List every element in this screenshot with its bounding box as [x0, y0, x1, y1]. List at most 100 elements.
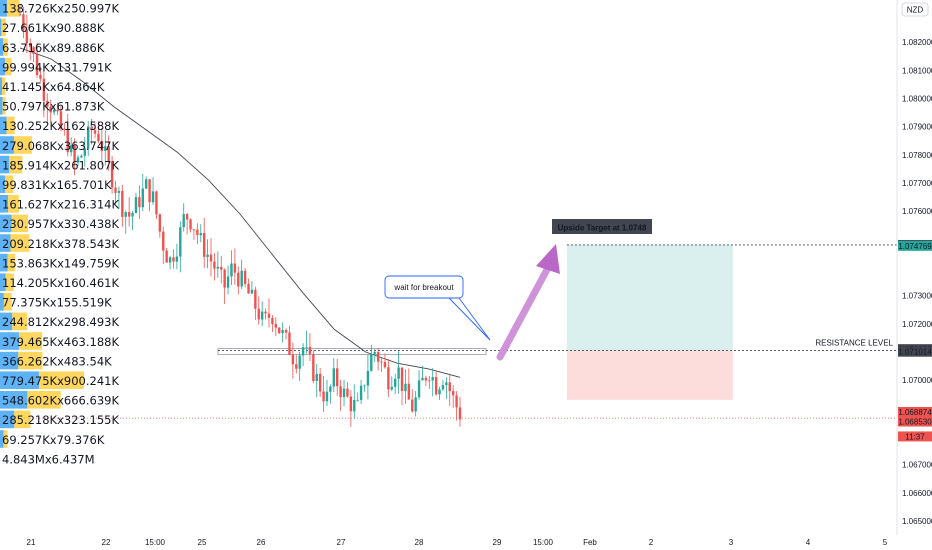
currency-label: NZD: [907, 6, 924, 15]
candle: [73, 138, 76, 176]
stop-zone[interactable]: [566, 350, 733, 400]
candle-body: [318, 373, 322, 392]
volume-profile-label: 366.262Kx483.54K: [2, 354, 112, 368]
candle: [56, 102, 59, 116]
candle: [359, 379, 363, 405]
price-badge-text: 1.068874: [898, 408, 932, 417]
volume-buy-bar: [0, 38, 4, 56]
candle-body: [59, 111, 63, 129]
candle-body: [274, 323, 278, 328]
candle: [114, 180, 117, 205]
volume-sell-bar: [3, 430, 8, 448]
callout-pointer: [448, 297, 491, 341]
price-axis[interactable]: NZD 1.082000 1.081000 1.080000 1.079000 1.078…: [896, 0, 932, 535]
candle-body: [387, 367, 390, 390]
currency-badge[interactable]: [901, 2, 929, 17]
annotations[interactable]: wait for breakout Upside Target at 1.0748: [384, 219, 652, 361]
candle-body: [172, 257, 175, 262]
volume-buy-bar: [0, 371, 39, 389]
position-tool[interactable]: [566, 244, 733, 400]
time-tick-label: 29: [493, 538, 502, 547]
candle-body: [117, 190, 121, 193]
candle: [298, 351, 301, 382]
candle: [175, 243, 179, 270]
candle-body: [230, 263, 233, 277]
time-axis[interactable]: 21 22 15:00 25 26 27 28 29 15:00 Feb 2 3 4 5: [27, 538, 888, 547]
volume-profile-row: 153.863Kx149.759K: [0, 253, 119, 272]
candle-body: [339, 386, 342, 398]
volume-profile: 138.726Kx250.997K 27.661Kx90.888K 63.716Kx…: [0, 0, 119, 466]
volume-buy-bar: [0, 234, 11, 252]
candle: [271, 315, 274, 333]
candle-body: [390, 386, 393, 390]
candle: [206, 239, 209, 269]
candle-body: [25, 29, 29, 44]
candle: [390, 376, 393, 392]
candle-body: [278, 327, 281, 334]
candle-body: [329, 386, 332, 392]
candle: [264, 308, 267, 320]
volume-sell-bar: [2, 97, 6, 115]
candle: [138, 185, 141, 220]
volume-buy-bar: [0, 312, 13, 331]
candle: [52, 105, 56, 116]
volume-buy-bar: [0, 391, 28, 409]
time-tick-label: Feb: [583, 538, 597, 547]
callout-box[interactable]: [384, 275, 464, 299]
candle: [18, 4, 22, 17]
candle: [288, 325, 291, 356]
price-badge: 1.068874: [898, 406, 932, 417]
candle-body: [107, 146, 110, 162]
volume-buy-bar: [0, 410, 15, 429]
candle-body: [295, 364, 298, 369]
candle: [247, 278, 250, 294]
candle: [373, 349, 376, 363]
candle: [127, 197, 131, 227]
candle: [59, 105, 63, 132]
candle-body: [383, 361, 387, 368]
volume-buy-bar: [0, 77, 3, 95]
candle: [414, 391, 417, 417]
volume-sell-bar: [4, 175, 14, 193]
volume-profile-row: 285.218Kx323.155K: [0, 410, 119, 429]
candle-body: [271, 317, 274, 324]
candle-body: [127, 212, 131, 217]
price-tick-label: 1.080000: [902, 95, 932, 104]
candle: [346, 382, 349, 398]
candle-body: [73, 145, 76, 163]
candle: [278, 327, 281, 335]
candle: [213, 253, 216, 281]
candle-body: [407, 383, 411, 400]
candle-body: [165, 250, 168, 263]
price-tick-label: 1.073000: [902, 292, 932, 301]
candle: [237, 266, 240, 295]
candle: [209, 238, 213, 277]
candle: [69, 137, 73, 157]
candle: [216, 251, 220, 278]
candle: [93, 122, 97, 139]
candle-body: [424, 377, 428, 381]
volume-profile-label: 41.145Kx64.864K: [2, 80, 105, 94]
candle: [376, 347, 380, 371]
target-zone[interactable]: [566, 244, 733, 351]
candle-body: [254, 289, 257, 309]
candle: [458, 396, 462, 427]
volume-profile-row: 99.831Kx165.701K: [0, 175, 112, 193]
candle-body: [223, 269, 226, 288]
candle: [438, 386, 441, 400]
candle: [35, 42, 39, 78]
candle-body: [301, 347, 305, 356]
candle-body: [445, 382, 448, 386]
candle: [192, 228, 196, 240]
candle: [90, 119, 93, 145]
candle-body: [400, 367, 404, 392]
candle-body: [250, 289, 254, 294]
candle-body: [76, 157, 80, 163]
price-badge-bg: [898, 240, 932, 251]
volume-buy-bar: [0, 253, 8, 272]
time-tick-label: 25: [198, 538, 207, 547]
candle: [104, 130, 107, 166]
price-badge-text: 1.074769: [898, 242, 932, 251]
volume-profile-row: 130.252Kx162.588K: [0, 116, 119, 135]
